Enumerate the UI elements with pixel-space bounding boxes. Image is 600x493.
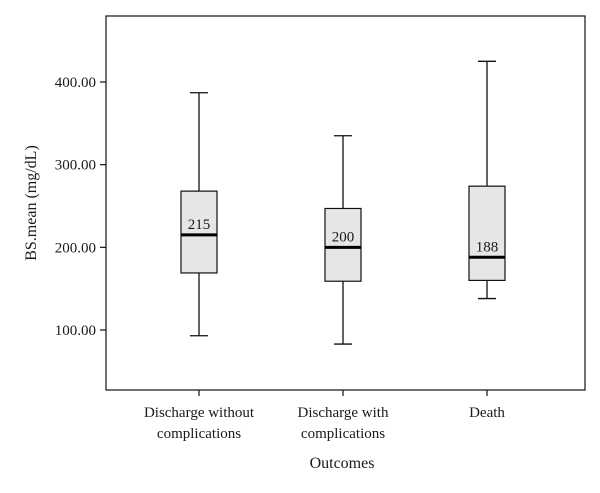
- x-tick-label: Death: [469, 405, 505, 421]
- y-axis: 100.00 200.00 300.00 400.00: [55, 75, 106, 339]
- x-tick-label: complications: [301, 426, 385, 442]
- box-group: 200: [324, 135, 362, 345]
- iqr-box: [468, 185, 506, 282]
- y-tick-label: 300.00: [55, 158, 96, 174]
- y-tick-label: 100.00: [55, 323, 96, 339]
- y-tick-label: 200.00: [55, 240, 96, 256]
- boxes-layer: 215 200 188: [180, 60, 506, 345]
- plot-frame: [105, 15, 586, 391]
- x-axis-title: Outcomes: [310, 455, 375, 472]
- y-tick-label: 400.00: [55, 75, 96, 91]
- iqr-box: [324, 207, 362, 282]
- box-group: 188: [468, 60, 506, 300]
- iqr-box: [180, 190, 218, 274]
- box-group: 215: [180, 92, 218, 337]
- x-tick-label: complications: [157, 426, 241, 442]
- median-label: 188: [476, 239, 499, 255]
- x-tick-label: Discharge with: [298, 405, 389, 421]
- median-label: 215: [188, 217, 211, 233]
- x-axis: Discharge without complications Discharge …: [144, 390, 505, 442]
- x-tick-label: Discharge without: [144, 405, 255, 421]
- median-label: 200: [332, 229, 355, 245]
- y-axis-title: BS.mean (mg/dL): [23, 145, 40, 261]
